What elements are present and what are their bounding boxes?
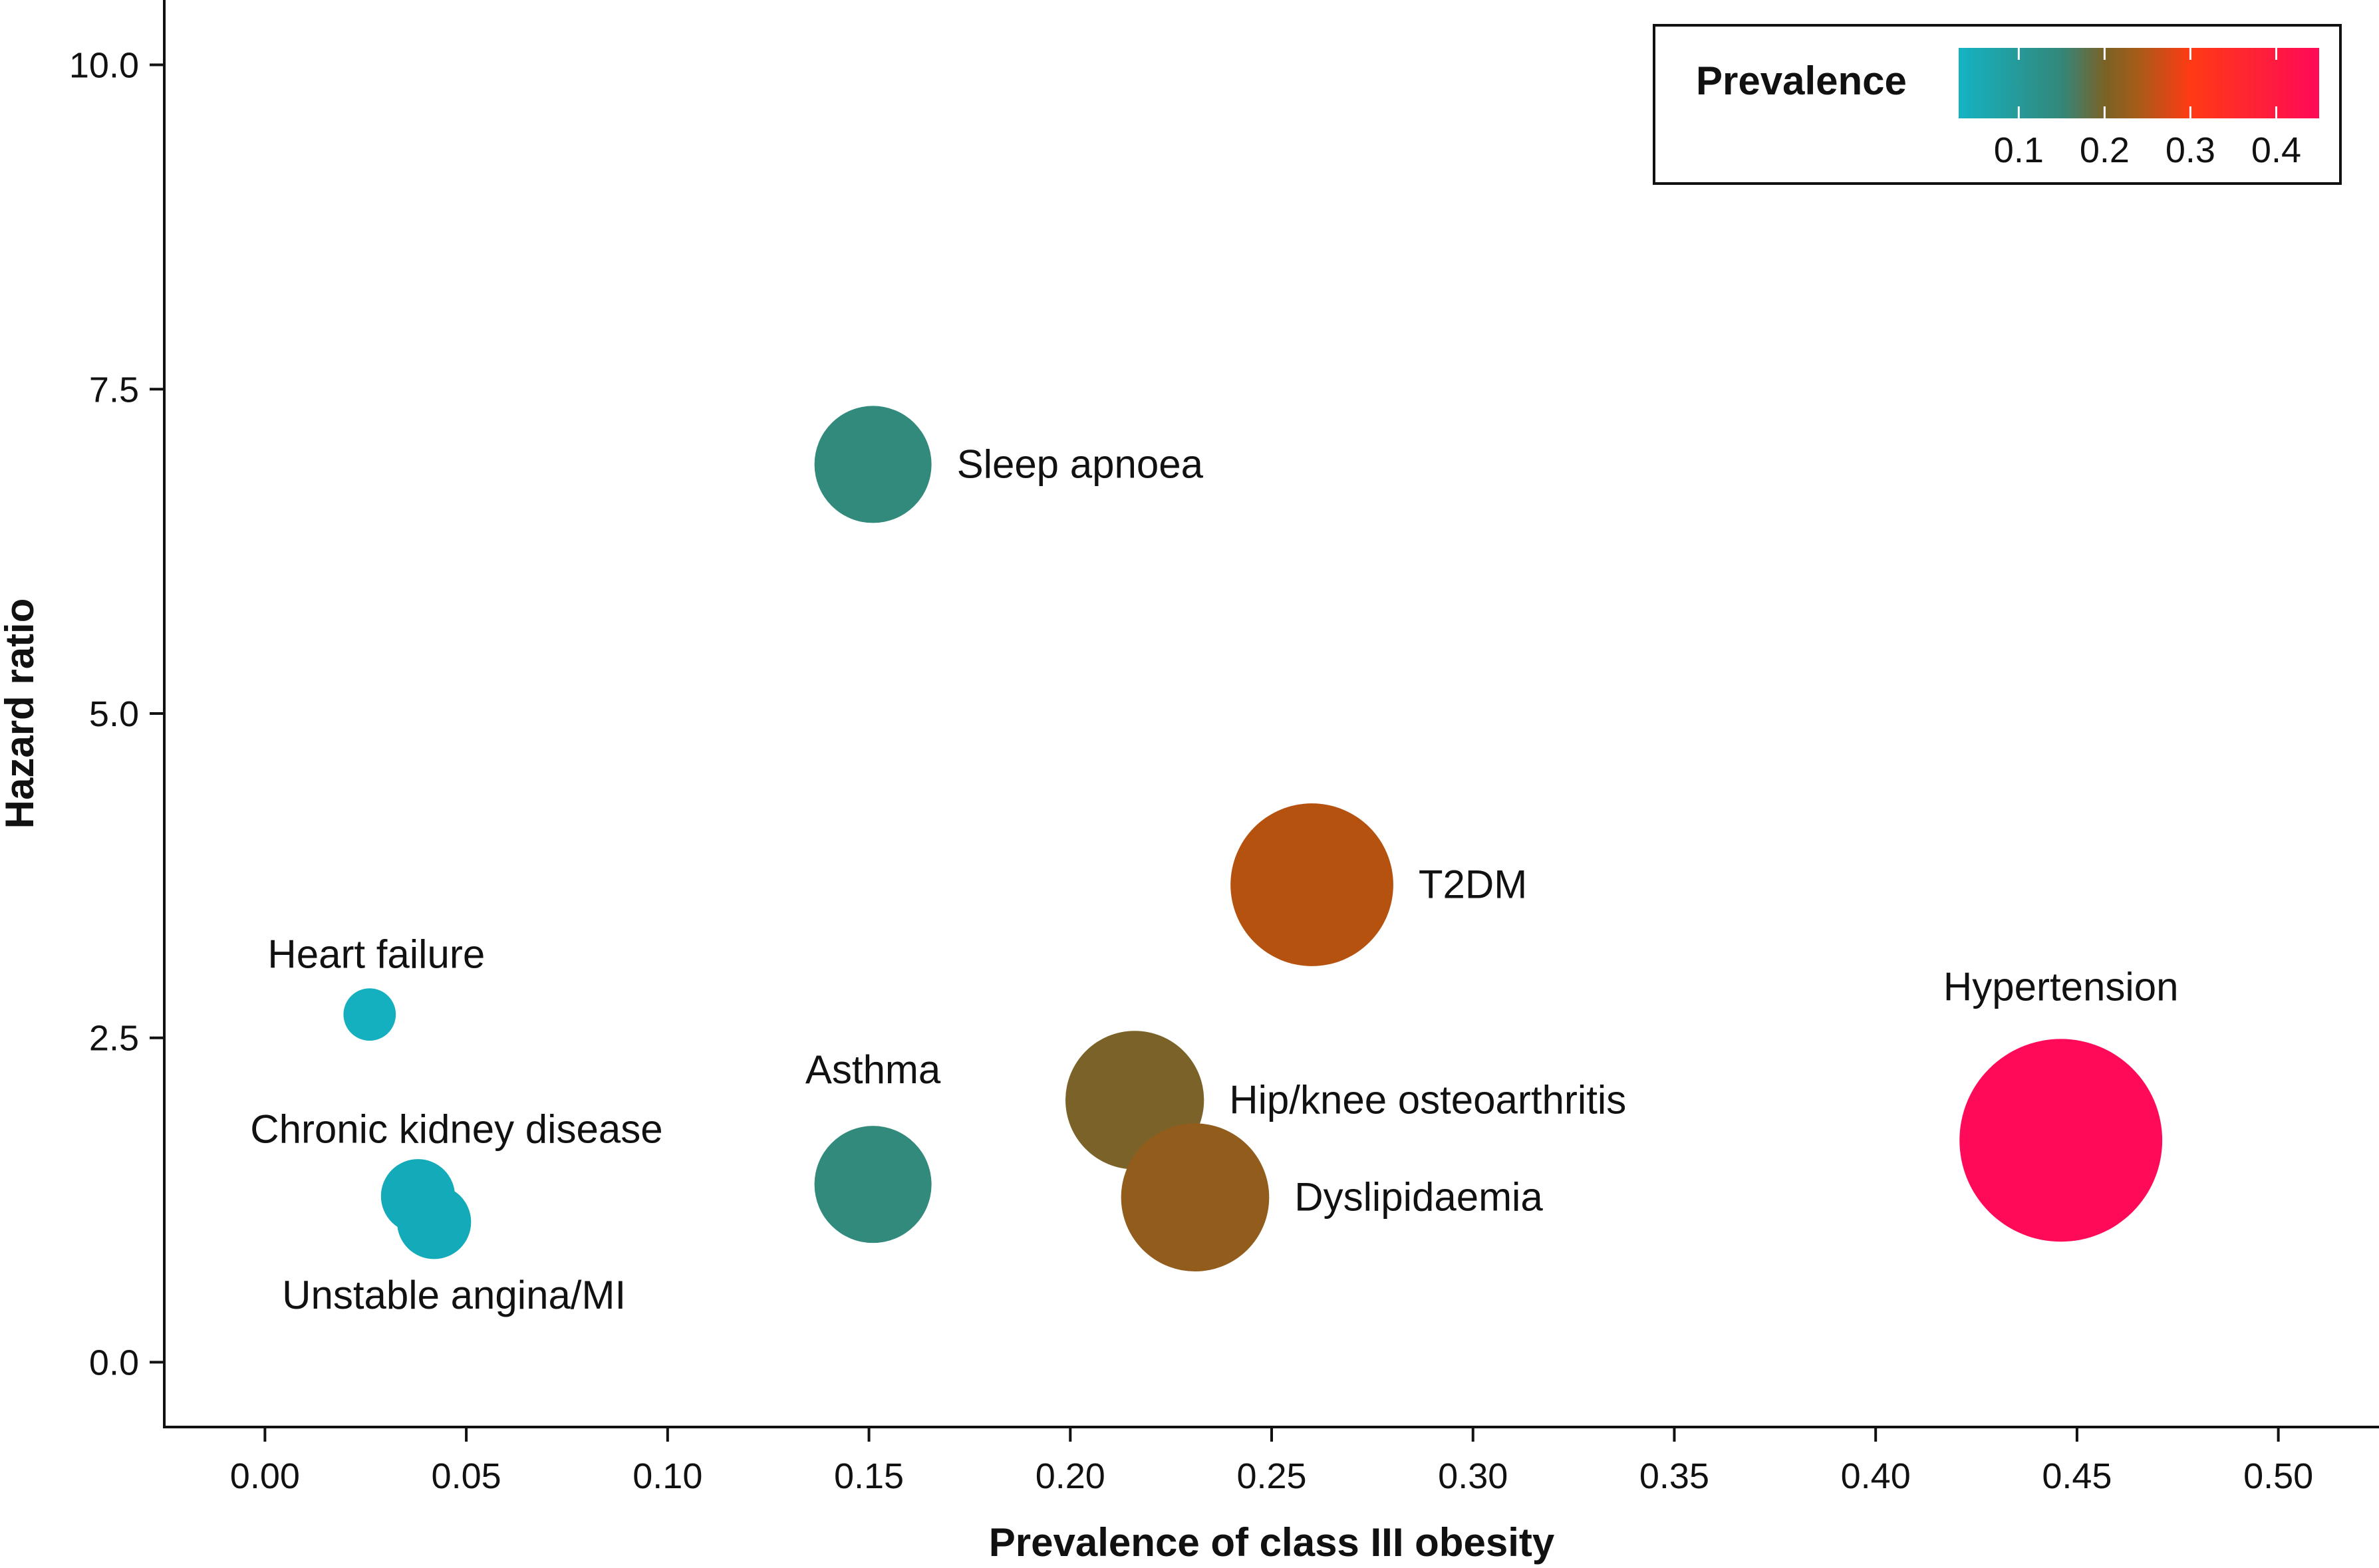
bubble-label: Chronic kidney disease — [250, 1107, 662, 1152]
legend: Prevalence 0.1 0.2 0.3 0.4 — [1653, 24, 2342, 185]
x-tick-label: 0.05 — [432, 1456, 501, 1496]
y-ticks: 0.0 2.5 5.0 7.5 10.0 — [69, 46, 164, 1382]
bubble-t2dm — [1230, 803, 1393, 966]
x-tick-label: 0.35 — [1639, 1456, 1709, 1496]
x-tick-label: 0.00 — [230, 1456, 300, 1496]
legend-tick-label: 0.2 — [2080, 130, 2130, 170]
legend-ticks: 0.1 0.2 0.3 0.4 — [1994, 48, 2301, 170]
bubble-labels: Heart failure Chronic kidney disease Unsta… — [250, 442, 2178, 1317]
y-axis-title: Hazard ratio — [0, 598, 42, 829]
legend-tick-label: 0.3 — [2166, 130, 2215, 170]
bubble-label: Hip/knee osteoarthritis — [1229, 1077, 1626, 1122]
bubbles — [343, 406, 2163, 1272]
bubble-label: T2DM — [1419, 862, 1527, 907]
x-ticks: 0.00 0.05 0.10 0.15 0.20 0.25 0.30 0.35 0.40 0.45… — [230, 1427, 2313, 1496]
y-tick-label: 0.0 — [89, 1343, 139, 1382]
x-tick-label: 0.45 — [2042, 1456, 2112, 1496]
bubble-label: Sleep apnoea — [957, 442, 1204, 486]
x-tick-label: 0.15 — [834, 1456, 904, 1496]
bubble-heart-failure — [343, 988, 396, 1041]
legend-tick-label: 0.1 — [1994, 130, 2044, 170]
y-tick-label: 2.5 — [89, 1019, 139, 1059]
bubble-sleep-apnoea — [814, 406, 932, 523]
x-tick-label: 0.40 — [1841, 1456, 1911, 1496]
bubble-label: Unstable angina/MI — [282, 1273, 626, 1317]
x-tick-label: 0.10 — [632, 1456, 702, 1496]
bubble-asthma — [814, 1126, 932, 1243]
bubble-dyslipidaemia — [1121, 1123, 1270, 1272]
bubble-label: Heart failure — [267, 932, 485, 977]
bubble-label: Asthma — [805, 1047, 941, 1092]
x-tick-label: 0.25 — [1236, 1456, 1306, 1496]
y-tick-label: 10.0 — [69, 46, 139, 86]
legend-tick-label: 0.4 — [2251, 130, 2301, 170]
y-tick-label: 7.5 — [89, 370, 139, 410]
x-axis-title: Prevalence of class III obesity — [989, 1520, 1555, 1565]
legend-title: Prevalence — [1696, 59, 1907, 103]
y-tick-label: 5.0 — [89, 694, 139, 734]
bubble-label: Hypertension — [1943, 964, 2179, 1009]
bubble-hypertension — [1959, 1039, 2163, 1242]
x-tick-label: 0.30 — [1438, 1456, 1508, 1496]
x-tick-label: 0.50 — [2243, 1456, 2313, 1496]
x-tick-label: 0.20 — [1036, 1456, 1105, 1496]
bubble-label: Dyslipidaemia — [1294, 1175, 1543, 1220]
legend-colorbar — [1959, 48, 2319, 118]
bubble-unstable-angina-mi — [396, 1185, 472, 1259]
